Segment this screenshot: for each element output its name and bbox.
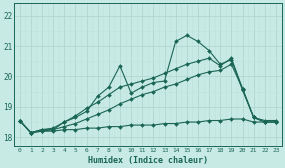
X-axis label: Humidex (Indice chaleur): Humidex (Indice chaleur) bbox=[88, 156, 208, 164]
